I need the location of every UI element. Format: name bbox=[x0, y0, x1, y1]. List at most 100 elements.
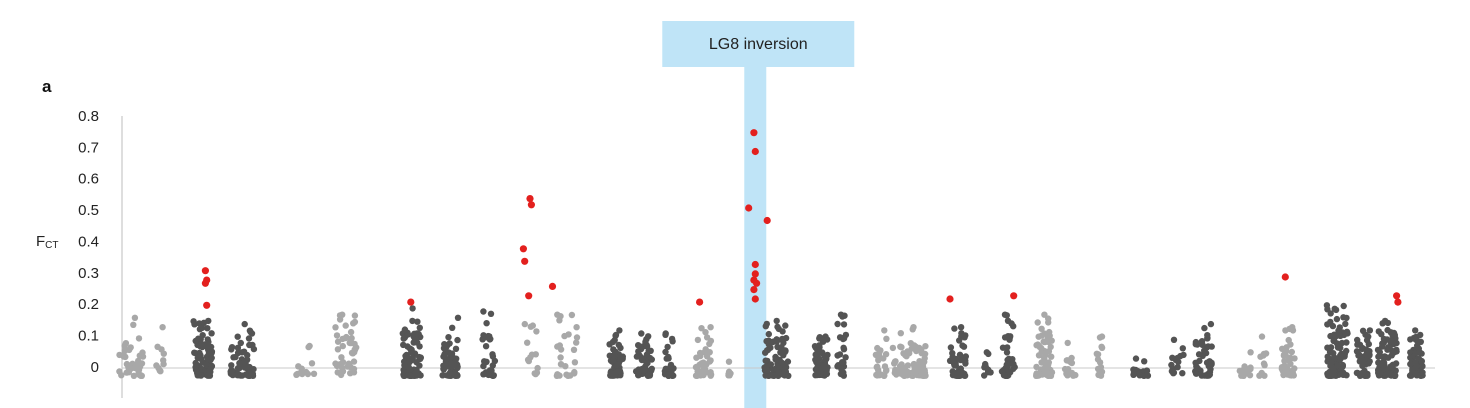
outlier-point bbox=[753, 279, 761, 287]
data-point bbox=[957, 372, 965, 379]
data-point bbox=[903, 353, 910, 360]
y-axis-label-main: F bbox=[36, 233, 45, 250]
data-point bbox=[192, 337, 199, 345]
data-point bbox=[556, 342, 563, 349]
data-point bbox=[160, 360, 167, 368]
data-point bbox=[782, 322, 789, 329]
group-35 bbox=[1353, 327, 1374, 379]
data-point bbox=[770, 372, 777, 379]
data-point bbox=[400, 335, 407, 342]
data-point bbox=[521, 320, 528, 328]
outlier-point bbox=[407, 298, 415, 306]
data-point bbox=[136, 352, 143, 359]
data-point bbox=[333, 332, 341, 339]
data-point bbox=[1331, 371, 1338, 378]
data-point bbox=[439, 372, 446, 379]
data-point bbox=[1258, 369, 1265, 377]
data-point bbox=[1003, 312, 1010, 319]
data-point bbox=[834, 320, 841, 328]
data-point bbox=[881, 372, 888, 379]
data-point bbox=[842, 354, 849, 361]
data-point bbox=[1042, 367, 1049, 374]
data-point bbox=[918, 372, 925, 379]
data-point bbox=[892, 369, 900, 377]
data-point bbox=[664, 343, 671, 351]
data-point bbox=[1380, 335, 1388, 343]
data-point bbox=[197, 343, 204, 350]
data-point bbox=[416, 343, 423, 350]
data-point bbox=[242, 360, 249, 367]
data-point bbox=[409, 317, 416, 325]
data-point bbox=[417, 354, 424, 361]
data-point bbox=[405, 364, 412, 371]
data-point bbox=[489, 353, 497, 360]
data-point bbox=[1419, 362, 1426, 370]
data-point bbox=[876, 348, 883, 356]
data-point bbox=[250, 345, 258, 353]
group-24 bbox=[998, 311, 1018, 379]
data-point bbox=[1195, 351, 1203, 358]
data-point bbox=[1177, 352, 1184, 360]
data-point bbox=[207, 356, 214, 363]
data-point bbox=[200, 319, 208, 326]
data-point bbox=[662, 348, 669, 356]
data-point bbox=[1343, 347, 1350, 355]
data-point bbox=[703, 353, 711, 360]
data-point bbox=[616, 368, 624, 375]
data-point bbox=[703, 334, 711, 341]
data-point bbox=[130, 372, 138, 379]
outlier-point bbox=[1394, 298, 1402, 306]
group-15 bbox=[692, 324, 715, 379]
data-point bbox=[897, 330, 904, 337]
data-point bbox=[241, 320, 248, 328]
data-point bbox=[918, 350, 925, 357]
data-point bbox=[1047, 343, 1054, 351]
data-point bbox=[208, 349, 215, 357]
data-point bbox=[1412, 359, 1419, 366]
data-point bbox=[116, 351, 123, 359]
data-point bbox=[159, 324, 166, 331]
data-point bbox=[454, 314, 462, 321]
data-point bbox=[242, 371, 249, 378]
data-point bbox=[192, 359, 199, 367]
data-point bbox=[643, 341, 650, 349]
data-point bbox=[135, 335, 143, 342]
data-point bbox=[1260, 360, 1268, 367]
data-point bbox=[1040, 338, 1047, 345]
data-point bbox=[1258, 333, 1266, 340]
data-point bbox=[707, 370, 714, 378]
data-point bbox=[1339, 361, 1347, 369]
y-axis-label: FCT bbox=[36, 233, 59, 251]
data-point bbox=[1357, 357, 1365, 364]
data-point bbox=[1383, 371, 1390, 378]
inversion-label: LG8 inversion bbox=[709, 36, 808, 53]
data-point bbox=[1329, 364, 1337, 372]
data-point bbox=[1331, 354, 1338, 361]
data-point bbox=[643, 359, 650, 366]
data-point bbox=[639, 365, 646, 373]
data-point bbox=[247, 370, 254, 378]
data-point bbox=[1004, 333, 1012, 340]
data-point bbox=[191, 349, 198, 356]
y-tick-label: 0.1 bbox=[78, 328, 99, 345]
data-point bbox=[409, 305, 416, 312]
outlier-point bbox=[548, 282, 557, 290]
data-point bbox=[778, 359, 785, 366]
data-point bbox=[1098, 344, 1106, 351]
data-point bbox=[1336, 324, 1344, 331]
data-point bbox=[1003, 349, 1011, 356]
data-point bbox=[821, 353, 829, 360]
data-point bbox=[889, 344, 897, 352]
data-point bbox=[236, 359, 243, 367]
group-22 bbox=[946, 324, 969, 379]
data-point bbox=[778, 336, 786, 343]
group-16 bbox=[725, 358, 734, 379]
outlier-point bbox=[201, 267, 209, 275]
y-tick-label: 0.8 bbox=[78, 108, 99, 125]
data-point bbox=[763, 320, 770, 328]
group-11 bbox=[553, 311, 581, 379]
data-point bbox=[667, 371, 674, 378]
data-point bbox=[645, 333, 652, 340]
data-point bbox=[131, 314, 139, 321]
y-axis-label-subscript: CT bbox=[45, 240, 58, 251]
